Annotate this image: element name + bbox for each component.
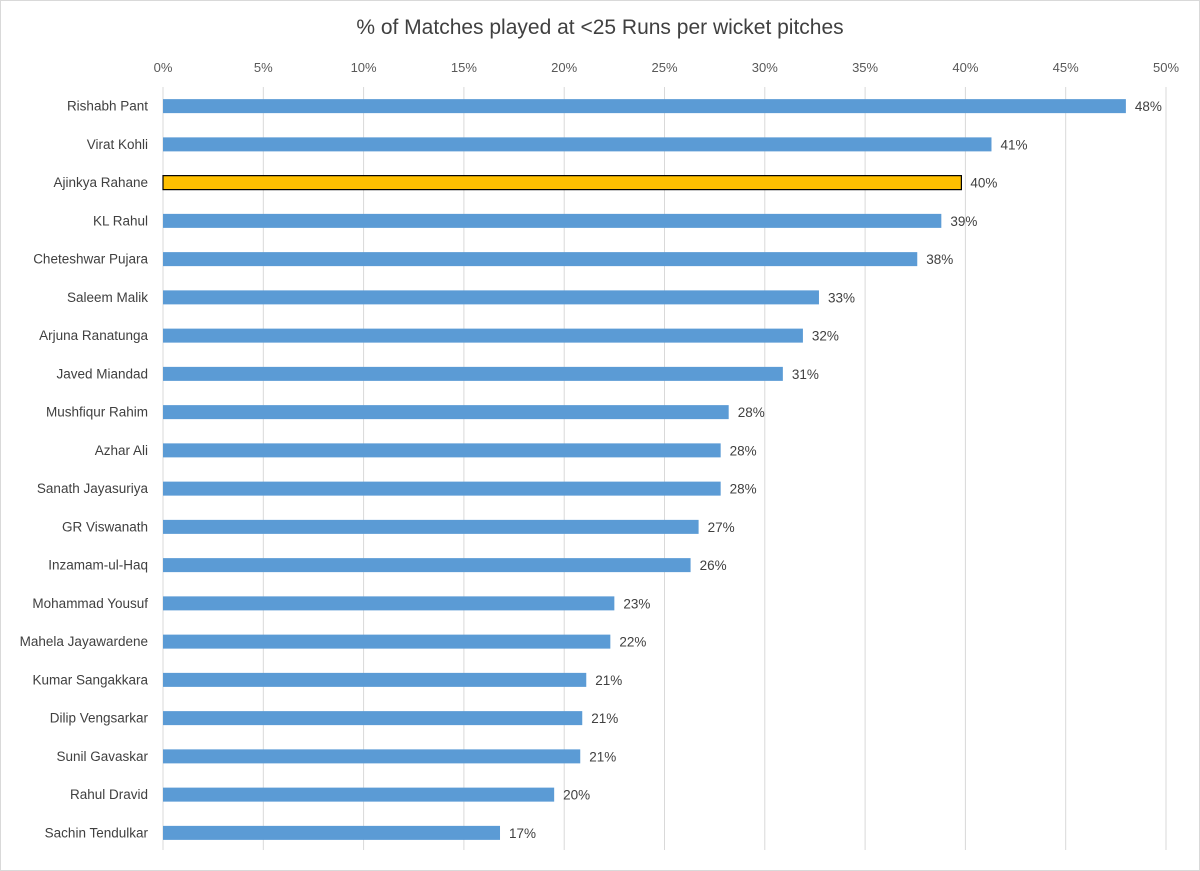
x-tick-label: 25% [651,60,677,75]
category-labels: Rishabh Pant Virat Kohli Ajinkya Rahane KL … [20,99,149,841]
category-label: Javed Miandad [56,366,148,381]
category-label: Inzamam-ul-Haq [48,558,148,573]
category-label: Kumar Sangakkara [32,672,148,687]
data-label: 28% [730,443,757,458]
bar [163,366,783,381]
category-label: Dilip Vengsarkar [50,711,149,726]
bar [163,99,1126,114]
x-tick-label: 5% [254,60,273,75]
data-label: 38% [926,252,953,267]
data-label: 40% [970,176,997,191]
bar [163,481,721,496]
category-label: Saleem Malik [67,290,148,305]
category-label: GR Viswanath [62,519,148,534]
bar [163,634,611,649]
data-label: 39% [950,214,977,229]
category-label: Sanath Jayasuriya [37,481,149,496]
category-label: Arjuna Ranatunga [39,328,148,343]
data-label: 28% [738,405,765,420]
x-tick-label: 40% [952,60,978,75]
bar [163,787,555,802]
bar [163,443,721,458]
bar [163,213,942,228]
data-label: 41% [1000,137,1027,152]
data-label: 23% [623,596,650,611]
category-label: Rishabh Pant [67,99,148,114]
bar [163,596,615,611]
data-labels: 48% 41% 40% 39% 38% 33% 32% 31% 28% 28% 28% 27% 26% 2… [509,99,1162,841]
bar [163,711,583,726]
category-label: Azhar Ali [95,443,148,458]
category-label: Cheteshwar Pujara [33,252,148,267]
data-label: 21% [591,711,618,726]
data-label: 48% [1135,99,1162,114]
x-tick-label: 35% [852,60,878,75]
bar [163,137,992,152]
bar [163,558,691,573]
data-label: 26% [700,558,727,573]
bar [163,290,819,305]
data-label: 17% [509,826,536,841]
category-label: Ajinkya Rahane [53,175,148,190]
category-label: Mohammad Yousuf [32,596,148,611]
bar [163,749,581,764]
data-label: 32% [812,329,839,344]
x-tick-label: 15% [451,60,477,75]
category-label: Virat Kohli [87,137,148,152]
data-label: 22% [619,635,646,650]
category-label: Rahul Dravid [70,787,148,802]
data-label: 21% [589,749,616,764]
category-label: Sunil Gavaskar [56,749,148,764]
category-label: Sachin Tendulkar [45,825,149,840]
data-label: 20% [563,788,590,803]
data-label: 28% [730,482,757,497]
bar [163,405,729,420]
bar [163,328,803,343]
data-label: 21% [595,673,622,688]
data-label: 31% [792,367,819,382]
bar [163,825,501,840]
bar [163,252,918,267]
highlighted-bar [162,175,962,191]
data-label: 33% [828,290,855,305]
x-tick-label: 30% [752,60,778,75]
data-label: 27% [708,520,735,535]
x-tick-label: 45% [1053,60,1079,75]
x-tick-label: 50% [1153,60,1179,75]
bar [163,672,587,687]
x-axis-ticks: 0% 5% 10% 15% 20% 25% 30% 35% 40% 45% 50% [154,60,1180,75]
category-label: Mahela Jayawardene [20,634,148,649]
x-tick-label: 10% [351,60,377,75]
category-label: Mushfiqur Rahim [46,405,148,420]
x-tick-label: 20% [551,60,577,75]
bars [162,99,1126,840]
gridlines [162,87,1167,850]
x-tick-label: 0% [154,60,173,75]
category-label: KL Rahul [93,213,148,228]
bar [163,519,699,534]
chart-title: % of Matches played at <25 Runs per wick… [356,16,844,39]
